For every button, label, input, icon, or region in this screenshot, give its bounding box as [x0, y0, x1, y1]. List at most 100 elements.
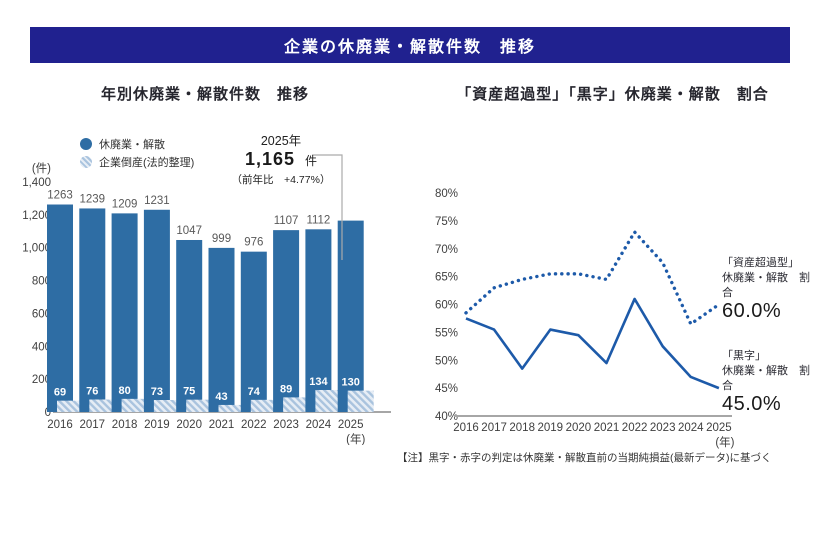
y-tick-label-60: 60%: [435, 300, 458, 312]
x-tick-label-2024: 2024: [306, 419, 332, 431]
x-tick-label-2022: 2022: [241, 419, 267, 431]
x-tick-label-2020: 2020: [176, 419, 202, 431]
bankruptcy-value-label-2017: 76: [86, 386, 98, 398]
bar-bankruptcy-2024: [315, 389, 342, 412]
line-surplus: [464, 230, 721, 326]
bar-value-label-2021: 999: [212, 233, 231, 245]
bar-value-label-2020: 1047: [176, 225, 202, 237]
x-tick-label-2021: 2021: [209, 419, 235, 431]
bar-closure-2018: [111, 213, 138, 412]
surplus-latest-value: 60.0%: [722, 300, 782, 322]
bar-bankruptcy-2020: [186, 399, 213, 412]
legend-label: 企業倒産(法的整理): [99, 156, 195, 169]
annotation-connector-line: [312, 154, 343, 260]
legend-label: 休廃業・解散: [99, 138, 165, 151]
bar-closure-2021: [208, 247, 235, 412]
legend-item-bankruptcy: 企業倒産(法的整理): [80, 154, 194, 169]
y-tick-label: 200: [32, 374, 51, 386]
x-axis-unit-label: (年): [715, 435, 734, 449]
x-tick-label-2018: 2018: [112, 419, 138, 431]
bankruptcy-value-label-2024: 134: [309, 376, 328, 388]
y-tick-label: 1,200: [22, 210, 51, 222]
x-tick-label-2023: 2023: [273, 419, 299, 431]
bar-value-label-2016: 1263: [47, 190, 73, 202]
y-tick-label: 400: [32, 341, 51, 353]
bar-chart-title: 年別休廃業・解散件数 推移: [100, 86, 309, 103]
x-tick-label-2025: 2025: [706, 422, 732, 434]
bar-closure-2024: [305, 229, 332, 412]
surplus-series-label: 「資産超過型」 休廃業・解散 割合 60.0%: [722, 256, 820, 322]
x-tick-label-2021: 2021: [594, 422, 620, 434]
black-latest-value: 45.0%: [722, 393, 782, 415]
bankruptcy-value-label-2023: 89: [280, 383, 292, 395]
legend-item-closure: 休廃業・解散: [80, 136, 194, 151]
y-tick-label-55: 55%: [435, 327, 458, 339]
bar-value-label-2017: 1239: [80, 193, 106, 205]
y-tick-label-80: 80%: [435, 188, 458, 200]
header-banner: 企業の休廃業・解散件数 推移: [30, 27, 790, 63]
line-chart-title: 「資産超過型」「黒字」休廃業・解散 割合: [456, 86, 769, 103]
surplus-label-line1: 「資産超過型」: [722, 257, 799, 269]
x-tick-label-2024: 2024: [678, 422, 704, 434]
bankruptcy-value-label-2020: 75: [183, 386, 195, 398]
bar-value-label-2024: 1112: [306, 214, 330, 226]
bankruptcy-value-label-2025: 130: [342, 377, 360, 389]
black-label-line2: 休廃業・解散 割合: [722, 365, 810, 392]
annotation-value: 1,165: [244, 149, 296, 169]
x-tick-label-2022: 2022: [622, 422, 648, 434]
bar-value-label-2018: 1209: [112, 198, 138, 210]
x-tick-label-2017: 2017: [80, 419, 106, 431]
bankruptcy-value-label-2016: 69: [54, 387, 66, 399]
bar-closure-2017: [79, 208, 106, 412]
y-tick-label-45: 45%: [435, 383, 458, 395]
bankruptcy-swatch-icon: [80, 155, 92, 168]
surplus-label-line2: 休廃業・解散 割合: [722, 272, 810, 299]
bar-closure-2022: [240, 251, 267, 412]
x-tick-label-2019: 2019: [538, 422, 564, 434]
bar-chart-legend: 休廃業・解散 企業倒産(法的整理): [80, 136, 194, 169]
bar-closure-2016: [47, 204, 73, 412]
bar-closure-2020: [176, 239, 203, 412]
y-tick-label-40: 40%: [435, 411, 458, 423]
bar-value-label-2023: 1107: [274, 215, 299, 227]
bar-bankruptcy-2019: [153, 400, 180, 412]
line-black: [465, 297, 720, 390]
page-title: 企業の休廃業・解散件数 推移: [283, 39, 536, 56]
y-tick-label: 600: [32, 308, 51, 320]
y-tick-label: 0: [45, 407, 51, 419]
x-tick-label-2018: 2018: [509, 422, 535, 434]
black-series-label: 「黒字」 休廃業・解散 割合 45.0%: [722, 349, 820, 415]
bar-chart: (件) 1,400 1,200 1,000 800 600 400 200 0 1263 69 201…: [22, 154, 391, 445]
y-tick-label: 1,400: [22, 177, 51, 189]
x-tick-label-2016: 2016: [47, 419, 73, 431]
bar-bankruptcy-2018: [121, 398, 148, 412]
bankruptcy-value-label-2021: 43: [215, 391, 227, 403]
footnote: 【注】黒字・赤字の判定は休廃業・解散直前の当期純損益(最新データ)に基づく: [397, 452, 772, 464]
bar-closure-2023: [273, 230, 300, 412]
y-tick-label-75: 75%: [435, 216, 458, 228]
bankruptcy-value-label-2018: 80: [118, 385, 130, 397]
x-axis-unit-label: (年): [346, 432, 365, 445]
y-tick-label: 1,000: [22, 243, 51, 255]
y-tick-label: 800: [32, 276, 51, 288]
x-tick-label-2025: 2025: [338, 419, 364, 431]
black-label-line1: 「黒字」: [722, 350, 766, 362]
bar-bankruptcy-2023: [283, 397, 310, 412]
bankruptcy-value-label-2022: 74: [248, 386, 261, 398]
bar-bankruptcy-2022: [250, 399, 277, 412]
closure-swatch-icon: [80, 137, 92, 150]
annotation-unit: 件: [305, 154, 318, 168]
latest-value-annotation: 2025年 1,165 件 （前年比 +4.77%）: [222, 130, 340, 187]
line-chart: 80%75%70%65%60%55%50%45%40%2016 2017 2018 2…: [435, 188, 735, 449]
bar-closure-2019: [143, 209, 170, 412]
annotation-year: 2025年: [260, 134, 302, 148]
y-tick-label-65: 65%: [435, 272, 458, 284]
x-tick-label-2020: 2020: [566, 422, 592, 434]
bar-value-label-2022: 976: [244, 237, 263, 249]
bar-bankruptcy-2017: [89, 399, 116, 412]
y-axis-unit-label: (件): [32, 161, 51, 175]
bar-value-label-2019: 1231: [144, 195, 170, 207]
bar-bankruptcy-2025: [347, 390, 374, 412]
x-tick-label-2017: 2017: [481, 422, 507, 434]
